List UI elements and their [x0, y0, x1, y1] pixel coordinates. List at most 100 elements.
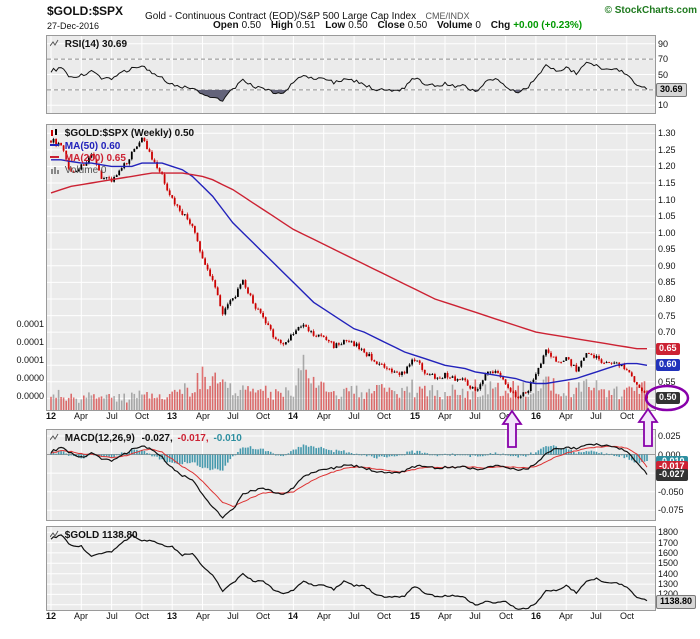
y-axis-tick: 1.25: [658, 145, 676, 155]
axis-value-badge: 0.60: [656, 359, 680, 371]
y-axis-tick: 0.70: [658, 327, 676, 337]
x-axis-label: Jul: [590, 611, 602, 621]
gold-plot: [47, 527, 655, 610]
ma200-line-icon: [50, 156, 59, 158]
x-axis-label: Oct: [498, 411, 513, 421]
macd-signal-value: -0.017,: [177, 433, 209, 444]
price-panel: [46, 124, 656, 411]
macd-plot: [47, 430, 655, 520]
y-axis-tick: 0.90: [658, 261, 676, 271]
y-axis-tick: 1.20: [658, 161, 676, 171]
x-axis-label: Jul: [227, 611, 239, 621]
x-axis-label: Jul: [106, 411, 118, 421]
x-axis-label: 16: [530, 611, 541, 621]
gold-panel: [46, 526, 656, 611]
volume-value: 0: [475, 20, 481, 31]
volume-axis-label: 0.0001: [16, 337, 44, 347]
macd-value: -0.027,: [141, 433, 173, 444]
close-label: Close: [377, 20, 405, 31]
x-axis-label: Apr: [195, 411, 210, 421]
x-axis-label: Jul: [348, 411, 360, 421]
ticker-symbol: $GOLD:$SPX: [47, 4, 124, 18]
price-plot: [47, 125, 655, 410]
ma200-legend: MA(200) 0.65: [50, 153, 126, 164]
volume-legend: Volume 0: [50, 165, 106, 176]
axis-value-badge: 1138.80: [656, 595, 697, 609]
high-value: 0.51: [296, 20, 316, 31]
macd-hist-value: -0.010: [213, 433, 242, 444]
line-chart-icon: [49, 530, 59, 538]
volume-axis-label: 0.0001: [16, 319, 44, 329]
volume-label: Volume: [437, 20, 473, 31]
macd-panel: [46, 429, 656, 521]
close-value: 0.50: [407, 20, 428, 31]
x-axis-label: 14: [287, 411, 298, 421]
y-axis-tick: 1.05: [658, 211, 676, 221]
x-axis-label: Apr: [558, 611, 573, 621]
volume-axis-label: 0.0001: [16, 355, 44, 365]
x-axis-label: 15: [409, 611, 420, 621]
gold-legend: $GOLD 1138.80: [49, 530, 138, 541]
x-axis-label: Oct: [498, 611, 513, 621]
y-axis-tick: -0.050: [658, 487, 684, 497]
candlestick-icon: [51, 129, 57, 136]
exchange-label: CME/INDX: [425, 11, 470, 21]
y-axis-tick: -0.075: [658, 505, 684, 515]
chg-label: Chg: [490, 20, 511, 31]
low-value: 0.50: [348, 20, 368, 31]
y-axis-tick: 1200: [658, 589, 679, 599]
low-label: Low: [325, 20, 346, 31]
x-axis-label: Jul: [469, 611, 481, 621]
x-axis-label: 14: [287, 611, 298, 621]
x-axis-label: 12: [45, 411, 56, 421]
y-axis-tick: 1.00: [658, 228, 676, 238]
y-axis-tick: 1500: [658, 558, 679, 568]
ma50-legend-label: MA(50) 0.60: [64, 141, 121, 152]
y-axis-tick: 1.15: [658, 178, 676, 188]
x-axis-label: Oct: [134, 611, 149, 621]
y-axis-tick: 10: [658, 100, 669, 110]
x-axis-label: Oct: [619, 611, 634, 621]
x-axis-label: Apr: [316, 411, 331, 421]
open-value: 0.50: [241, 20, 262, 31]
x-axis-label: Jul: [227, 411, 239, 421]
y-axis-tick: 0.000: [658, 450, 681, 460]
rsi-label: RSI(14) 30.69: [64, 39, 128, 50]
x-axis-label: Apr: [437, 411, 452, 421]
chart-title: Gold - Continuous Contract (EOD)/S&P 500…: [145, 11, 417, 22]
x-axis-label: Jul: [590, 411, 602, 421]
axis-value-badge: 0.65: [656, 343, 680, 355]
x-axis-label: Apr: [73, 611, 88, 621]
macd-label: MACD(12,26,9): [64, 433, 135, 444]
chart-title-row: Gold - Continuous Contract (EOD)/S&P 500…: [145, 6, 470, 24]
ma200-legend-label: MA(200) 0.65: [64, 153, 126, 164]
high-label: High: [270, 20, 294, 31]
y-axis-tick: 1.30: [658, 128, 676, 138]
y-axis-tick: 1700: [658, 538, 679, 548]
y-axis-tick: 0.85: [658, 277, 676, 287]
y-axis-tick: 50: [658, 70, 669, 80]
y-axis-tick: 1400: [658, 569, 679, 579]
x-axis-label: Oct: [255, 411, 270, 421]
x-axis-label: Apr: [195, 611, 210, 621]
x-axis-label: Jul: [348, 611, 360, 621]
y-axis-tick: 0.75: [658, 311, 676, 321]
axis-value-badge: 30.69: [656, 83, 687, 97]
x-axis-label: 13: [166, 411, 177, 421]
rsi-plot: [47, 36, 655, 113]
y-axis-tick: 1800: [658, 527, 679, 537]
rsi-legend: RSI(14) 30.69: [49, 39, 128, 50]
macd-legend: MACD(12,26,9) -0.027, -0.017, -0.010: [49, 433, 242, 444]
axis-value-badge: -0.017: [656, 461, 688, 473]
x-axis-label: Apr: [316, 611, 331, 621]
y-axis-tick: 70: [658, 54, 669, 64]
indicator-icon: [49, 433, 59, 441]
x-axis-label: Jul: [106, 611, 118, 621]
indicator-icon: [49, 39, 59, 47]
y-axis-tick: 0.80: [658, 294, 676, 304]
rsi-panel: [46, 35, 656, 114]
y-axis-tick: 1600: [658, 548, 679, 558]
x-axis-label: Oct: [619, 411, 634, 421]
volume-bars-icon: [51, 167, 59, 174]
